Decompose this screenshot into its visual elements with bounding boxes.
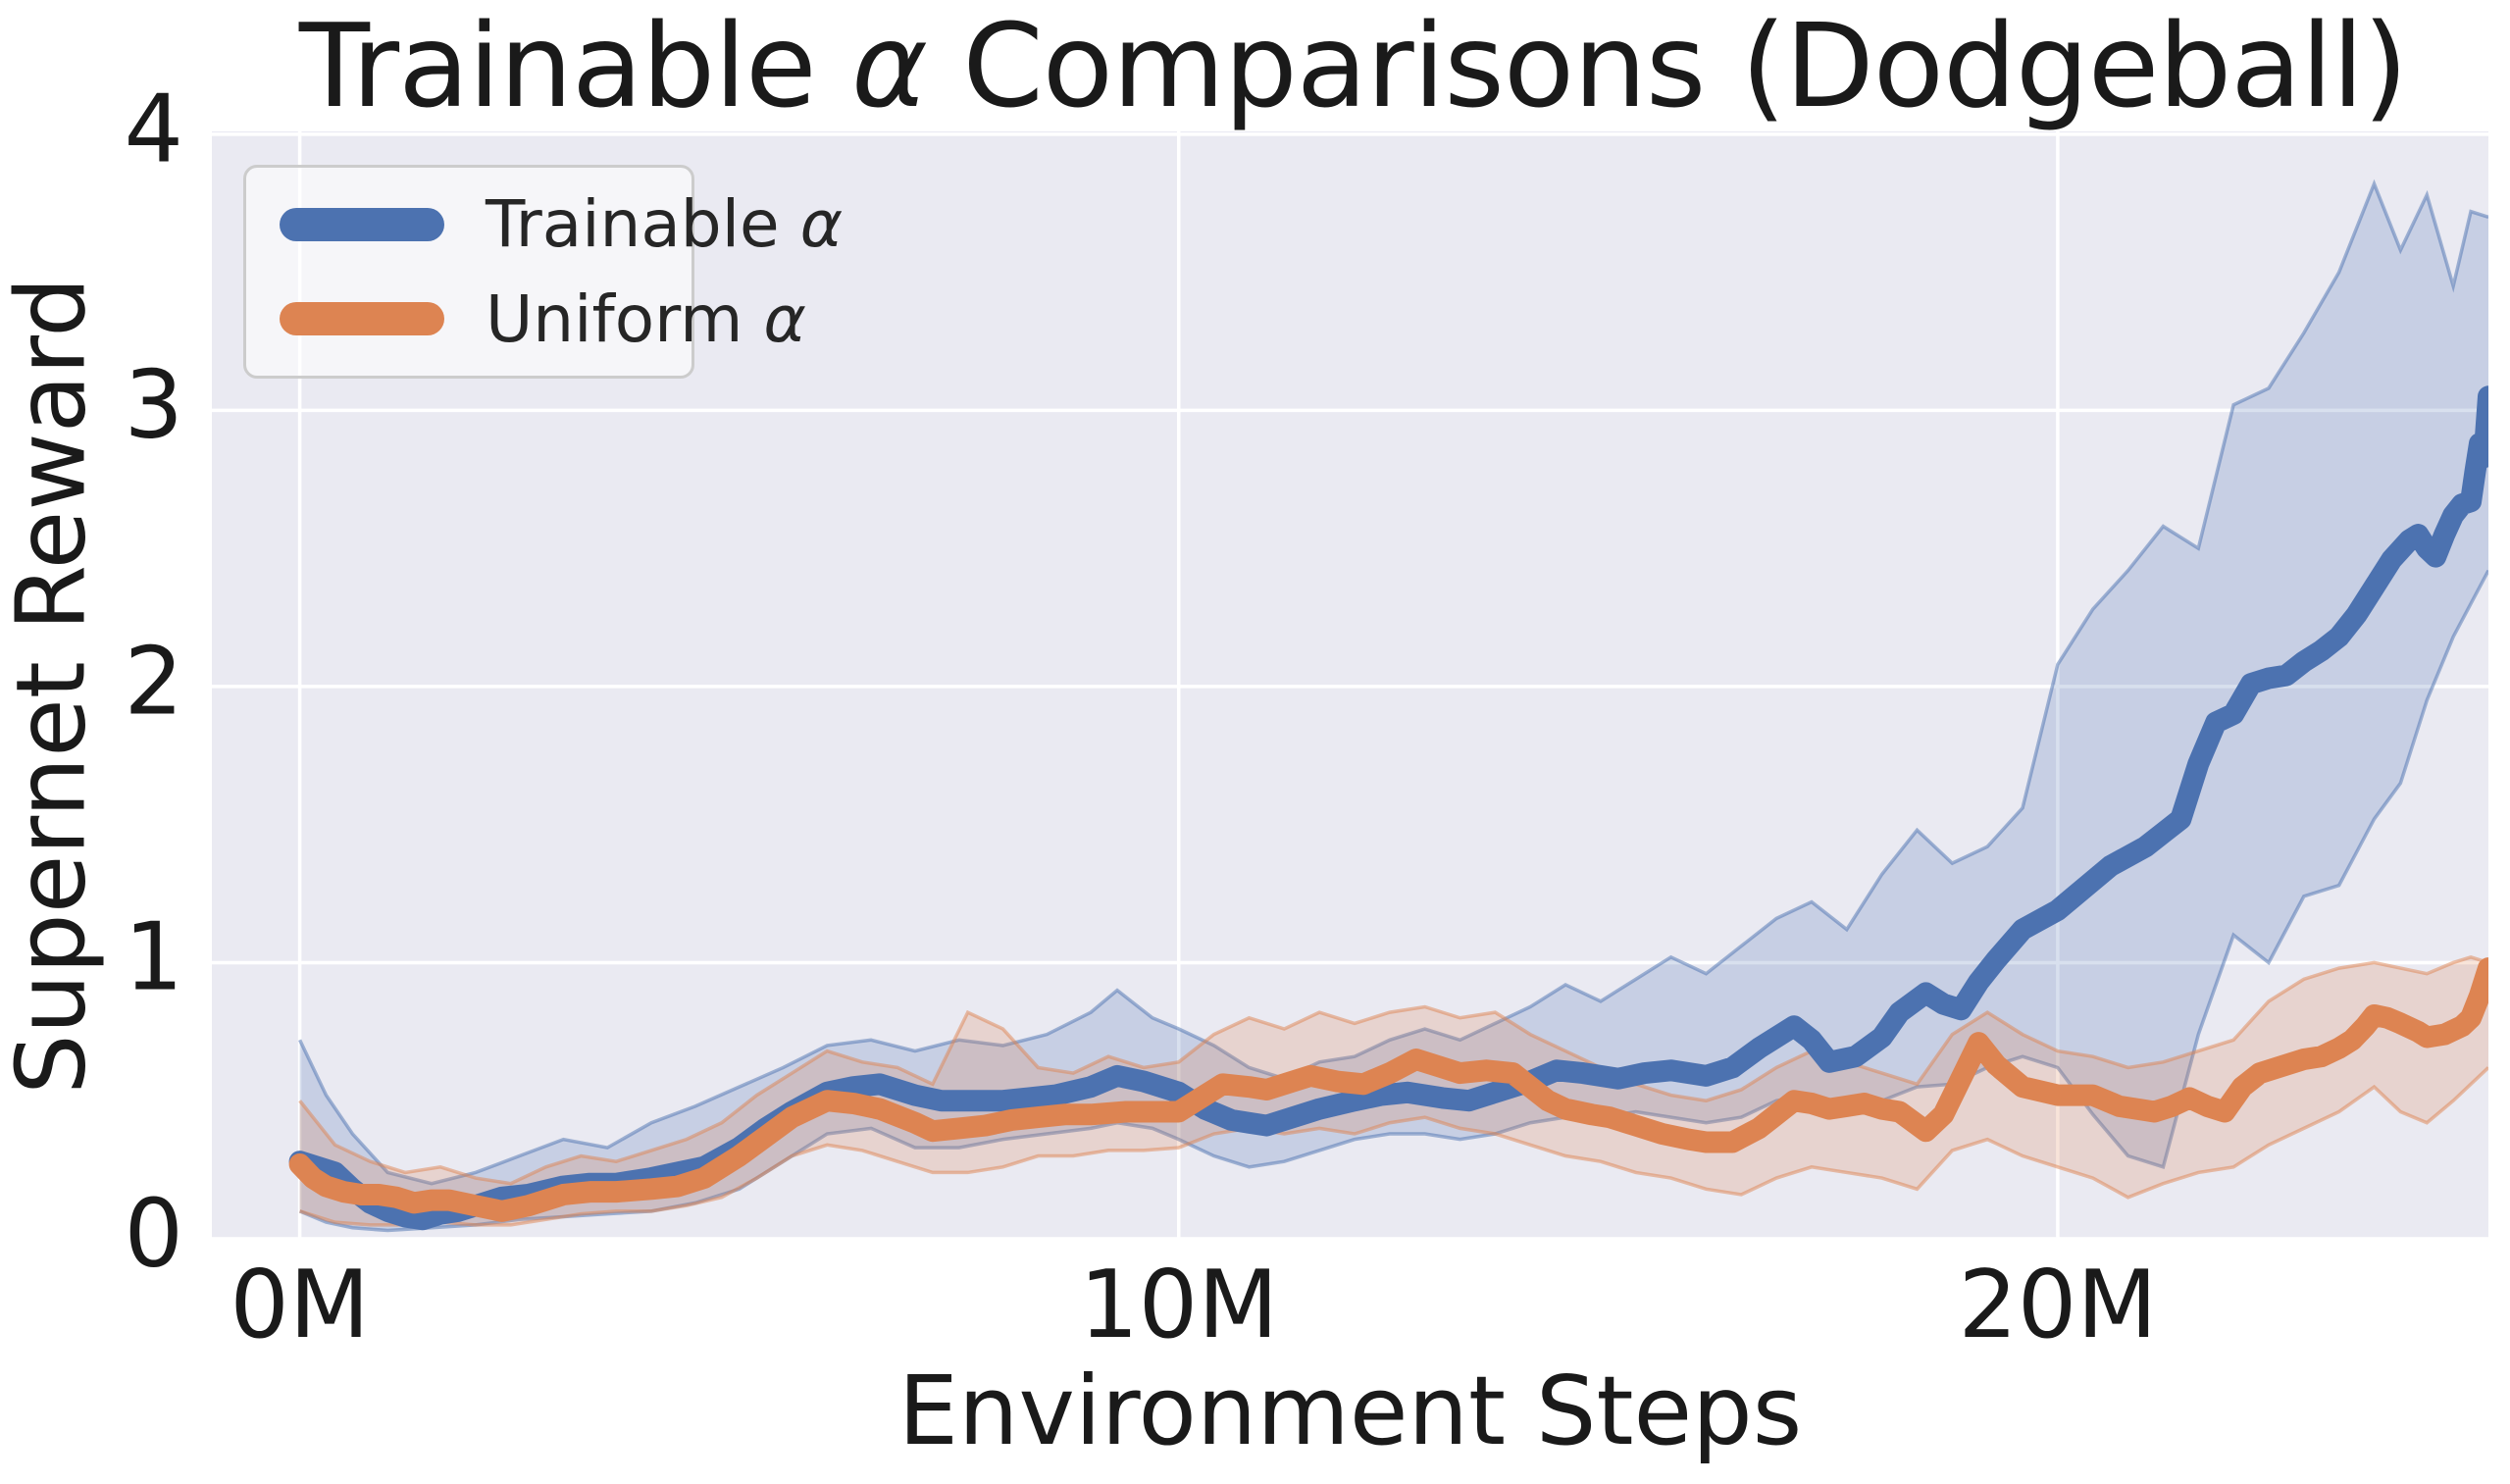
trainable-confidence-band <box>299 183 2488 1231</box>
uniform-line-swatch <box>280 302 444 336</box>
uniform-band-lower-edge <box>299 1066 2488 1227</box>
legend-item-trainable: Trainable α <box>246 186 843 262</box>
legend-item-uniform: Uniform α <box>246 281 806 357</box>
x-axis-label: Environment Steps <box>897 1356 1803 1466</box>
chart-title-alpha: α <box>851 0 928 133</box>
legend-label-uniform-text: Uniform <box>486 281 764 357</box>
legend-label-trainable: Trainable α <box>486 186 843 262</box>
y-tick-3: 3 <box>124 351 183 460</box>
y-tick-0: 0 <box>124 1180 183 1289</box>
uniform-line <box>288 957 2488 1222</box>
y-tick-1: 1 <box>124 904 183 1013</box>
chart-title: Trainable α Comparisons (Dodgeball) <box>196 0 2510 133</box>
chart-title-post: Comparisons (Dodgeball) <box>926 0 2408 133</box>
y-axis-label: Supernet Reward <box>0 277 107 1095</box>
trainable-line <box>288 385 2488 1231</box>
legend-label-trainable-alpha: α <box>799 186 844 263</box>
x-tick-0M: 0M <box>230 1252 370 1359</box>
trainable-line-swatch <box>280 207 444 241</box>
y-tick-4: 4 <box>124 76 183 184</box>
legend-label-uniform: Uniform α <box>486 281 806 357</box>
legend-label-trainable-text: Trainable <box>486 186 800 263</box>
trainable-band-upper-edge <box>298 179 2488 1186</box>
uniform-band-upper-edge <box>298 954 2488 1186</box>
legend: Trainable α Uniform α <box>243 165 843 379</box>
y-tick-2: 2 <box>124 628 183 737</box>
x-tick-20M: 20M <box>1958 1252 2158 1359</box>
legend-label-uniform-alpha: α <box>763 281 806 357</box>
chart-title-pre: Trainable <box>298 0 852 133</box>
x-tick-10M: 10M <box>1079 1252 1279 1359</box>
